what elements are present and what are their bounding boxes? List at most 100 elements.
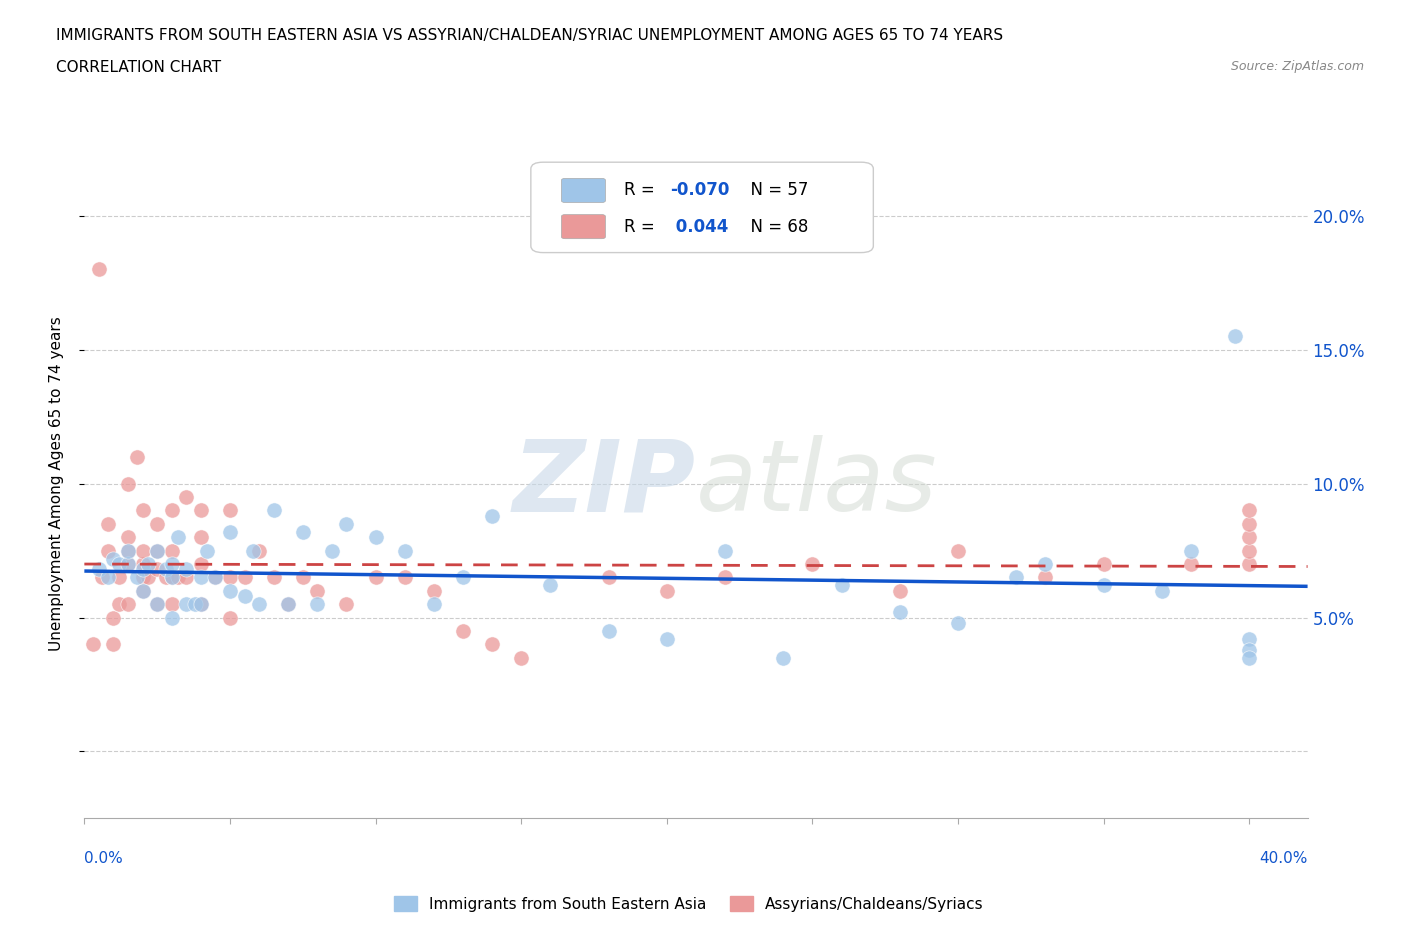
Point	[160, 570, 183, 585]
Point	[117, 556, 139, 571]
Point	[131, 503, 153, 518]
Point	[219, 583, 242, 598]
Point	[146, 516, 169, 531]
Point	[103, 637, 125, 652]
Point	[160, 543, 183, 558]
Point	[1239, 643, 1261, 658]
Point	[801, 556, 824, 571]
Point	[510, 650, 533, 665]
Point	[82, 637, 104, 652]
Text: Source: ZipAtlas.com: Source: ZipAtlas.com	[1230, 60, 1364, 73]
Point	[538, 578, 561, 592]
Point	[1239, 556, 1261, 571]
Point	[714, 543, 737, 558]
Point	[117, 543, 139, 558]
Point	[598, 570, 620, 585]
Point	[184, 597, 207, 612]
Point	[242, 543, 264, 558]
Point	[131, 543, 153, 558]
Point	[335, 516, 357, 531]
Point	[598, 623, 620, 638]
Point	[117, 556, 139, 571]
Point	[131, 583, 153, 598]
Point	[394, 543, 416, 558]
Text: N = 57: N = 57	[740, 181, 808, 199]
Point	[1092, 556, 1115, 571]
Point	[131, 556, 153, 571]
Point	[364, 530, 387, 545]
Point	[190, 503, 212, 518]
Text: IMMIGRANTS FROM SOUTH EASTERN ASIA VS ASSYRIAN/CHALDEAN/SYRIAC UNEMPLOYMENT AMON: IMMIGRANTS FROM SOUTH EASTERN ASIA VS AS…	[56, 28, 1004, 43]
Point	[146, 597, 169, 612]
Point	[97, 570, 120, 585]
Point	[291, 570, 314, 585]
Point	[176, 489, 198, 504]
Text: 0.044: 0.044	[671, 218, 728, 235]
Point	[117, 597, 139, 612]
Point	[481, 637, 503, 652]
Point	[131, 570, 153, 585]
Point	[1239, 503, 1261, 518]
Text: ZIP: ZIP	[513, 435, 696, 532]
Point	[307, 583, 329, 598]
Point	[291, 525, 314, 539]
Point	[195, 543, 218, 558]
Text: 0.0%: 0.0%	[84, 851, 124, 866]
Point	[190, 570, 212, 585]
Point	[335, 597, 357, 612]
Point	[219, 610, 242, 625]
Point	[160, 556, 183, 571]
Point	[125, 570, 148, 585]
Point	[190, 556, 212, 571]
Point	[204, 570, 226, 585]
Point	[394, 570, 416, 585]
Point	[87, 562, 110, 577]
Point	[1150, 583, 1173, 598]
Point	[946, 616, 969, 631]
FancyBboxPatch shape	[561, 179, 606, 203]
Point	[1239, 530, 1261, 545]
Point	[90, 570, 112, 585]
Point	[190, 597, 212, 612]
Point	[138, 570, 160, 585]
Point	[103, 610, 125, 625]
Point	[219, 525, 242, 539]
Point	[160, 503, 183, 518]
Point	[108, 570, 131, 585]
Text: atlas: atlas	[696, 435, 938, 532]
Point	[263, 503, 285, 518]
Point	[655, 631, 678, 646]
FancyBboxPatch shape	[561, 215, 606, 239]
Point	[190, 530, 212, 545]
Point	[176, 570, 198, 585]
Point	[1035, 570, 1057, 585]
Point	[277, 597, 299, 612]
Text: N = 68: N = 68	[740, 218, 808, 235]
Point	[1239, 631, 1261, 646]
Point	[655, 583, 678, 598]
Text: CORRELATION CHART: CORRELATION CHART	[56, 60, 221, 75]
Text: -0.070: -0.070	[671, 181, 730, 199]
Y-axis label: Unemployment Among Ages 65 to 74 years: Unemployment Among Ages 65 to 74 years	[49, 316, 63, 651]
Point	[108, 556, 131, 571]
Point	[481, 509, 503, 524]
Point	[160, 610, 183, 625]
Point	[946, 543, 969, 558]
Point	[146, 543, 169, 558]
Point	[1035, 556, 1057, 571]
Point	[87, 262, 110, 277]
Point	[772, 650, 794, 665]
Point	[247, 597, 270, 612]
Point	[146, 597, 169, 612]
Point	[219, 503, 242, 518]
Point	[108, 597, 131, 612]
Point	[160, 597, 183, 612]
Point	[131, 562, 153, 577]
Point	[307, 597, 329, 612]
Point	[146, 543, 169, 558]
Point	[1180, 556, 1202, 571]
Point	[103, 551, 125, 566]
Point	[277, 597, 299, 612]
Point	[97, 543, 120, 558]
Point	[166, 530, 188, 545]
